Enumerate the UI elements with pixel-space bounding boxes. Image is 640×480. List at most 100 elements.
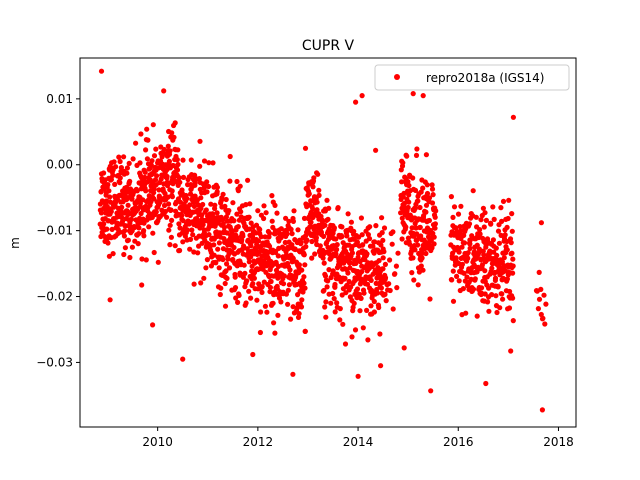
- data-point: [169, 194, 175, 200]
- data-point: [124, 170, 130, 176]
- data-point: [269, 218, 275, 224]
- data-point: [195, 250, 201, 256]
- data-point: [376, 304, 382, 311]
- data-point: [539, 407, 546, 413]
- data-point: [345, 270, 351, 276]
- data-point: [321, 287, 327, 294]
- data-point: [191, 249, 197, 255]
- data-point: [373, 223, 379, 229]
- data-point: [206, 232, 212, 238]
- data-point: [383, 298, 389, 304]
- data-point: [339, 234, 345, 240]
- data-point: [235, 188, 241, 194]
- data-point: [427, 296, 433, 302]
- data-point: [174, 167, 181, 173]
- data-point: [312, 251, 318, 257]
- data-point: [411, 277, 417, 283]
- x-axis: 2010 2012 2014 2016 2018: [142, 427, 574, 449]
- legend-box: [374, 64, 570, 91]
- data-point: [365, 337, 371, 343]
- data-point: [424, 182, 430, 188]
- data-point: [125, 237, 131, 243]
- data-point: [495, 284, 501, 290]
- data-point: [299, 267, 305, 273]
- data-point: [486, 285, 492, 291]
- data-point: [461, 270, 467, 276]
- data-point: [349, 250, 355, 256]
- data-point: [461, 232, 467, 238]
- data-point: [323, 299, 329, 305]
- data-point: [326, 205, 332, 211]
- data-point: [337, 317, 343, 323]
- data-point: [510, 318, 516, 324]
- data-point: [322, 273, 329, 279]
- data-point: [482, 268, 488, 274]
- data-point: [485, 299, 491, 305]
- data-point: [286, 218, 292, 224]
- data-point: [470, 188, 476, 194]
- data-point: [510, 256, 516, 262]
- data-point: [433, 208, 439, 214]
- data-point: [278, 299, 284, 305]
- data-point: [252, 260, 258, 266]
- data-point: [470, 286, 477, 292]
- data-point: [401, 200, 408, 206]
- data-point: [478, 217, 484, 223]
- data-point: [130, 156, 136, 162]
- data-point: [412, 247, 418, 253]
- data-point: [180, 157, 186, 163]
- data-point: [486, 308, 492, 314]
- data-point: [371, 309, 377, 315]
- data-point: [474, 269, 480, 275]
- data-point: [459, 261, 465, 267]
- data-point: [382, 291, 388, 297]
- data-point: [119, 204, 125, 210]
- data-point: [423, 202, 430, 208]
- data-point: [460, 286, 466, 292]
- legend-label: repro2018a (IGS14): [426, 71, 544, 85]
- data-point: [332, 281, 338, 288]
- data-point: [298, 304, 305, 310]
- data-point: [482, 210, 488, 216]
- data-point: [139, 256, 145, 262]
- data-point: [382, 275, 389, 281]
- data-point: [310, 184, 316, 190]
- data-point: [355, 373, 361, 379]
- data-point: [177, 179, 183, 185]
- data-point: [155, 259, 161, 265]
- data-point: [281, 273, 287, 279]
- data-point: [535, 306, 542, 312]
- data-point: [153, 146, 159, 152]
- data-point: [108, 176, 114, 183]
- data-point: [124, 165, 130, 171]
- data-point: [192, 172, 198, 178]
- data-point: [467, 241, 473, 247]
- data-point: [161, 88, 167, 94]
- data-point: [243, 202, 249, 208]
- data-point: [382, 261, 388, 267]
- data-point: [198, 280, 204, 286]
- data-point: [378, 242, 384, 248]
- data-point: [164, 173, 170, 180]
- data-point: [355, 254, 361, 260]
- data-point: [496, 240, 502, 246]
- data-point: [244, 278, 250, 284]
- data-point: [489, 265, 495, 271]
- data-point: [292, 246, 298, 253]
- data-point: [234, 178, 240, 185]
- data-point: [401, 204, 407, 210]
- data-point: [274, 210, 280, 216]
- data-point: [406, 199, 412, 205]
- data-point: [161, 202, 168, 209]
- data-point: [505, 215, 511, 222]
- data-point: [124, 196, 130, 202]
- data-point: [299, 297, 305, 303]
- data-point: [187, 202, 193, 208]
- data-point: [389, 241, 395, 247]
- plot-frame: [79, 57, 577, 428]
- y-axis-label: m: [8, 237, 22, 249]
- data-point: [431, 241, 437, 247]
- data-point: [253, 230, 259, 236]
- data-point: [347, 259, 353, 265]
- data-point: [357, 308, 363, 314]
